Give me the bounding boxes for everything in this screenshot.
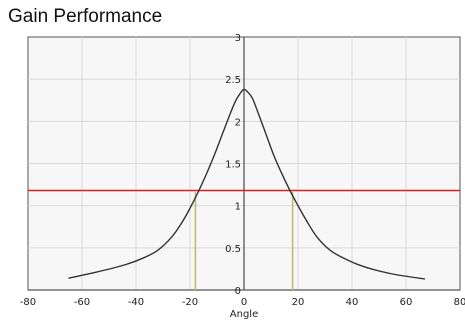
y-tick-label: 1.5 xyxy=(225,160,241,171)
y-tick-label: 2.5 xyxy=(225,75,241,86)
x-tick-label: 40 xyxy=(346,297,359,308)
y-tick-label: 2 xyxy=(235,117,241,128)
x-tick-label: -20 xyxy=(182,297,198,308)
x-tick-label: -60 xyxy=(74,297,90,308)
y-tick-label: 3 xyxy=(235,33,241,44)
x-tick-label: -40 xyxy=(128,297,144,308)
x-axis-title: Angle xyxy=(230,309,258,320)
y-tick-label: 1 xyxy=(235,202,241,213)
x-tick-label: 20 xyxy=(292,297,305,308)
y-tick-label: 0.5 xyxy=(225,244,241,255)
x-tick-labels: -80 -60 -40 -20 0 20 40 60 80 xyxy=(20,297,465,308)
x-tick-label: 80 xyxy=(454,297,465,308)
x-tick-label: 60 xyxy=(400,297,413,308)
x-tick-label: -80 xyxy=(20,297,36,308)
y-tick-label: 0 xyxy=(235,286,241,297)
x-tick-label: 0 xyxy=(241,297,247,308)
